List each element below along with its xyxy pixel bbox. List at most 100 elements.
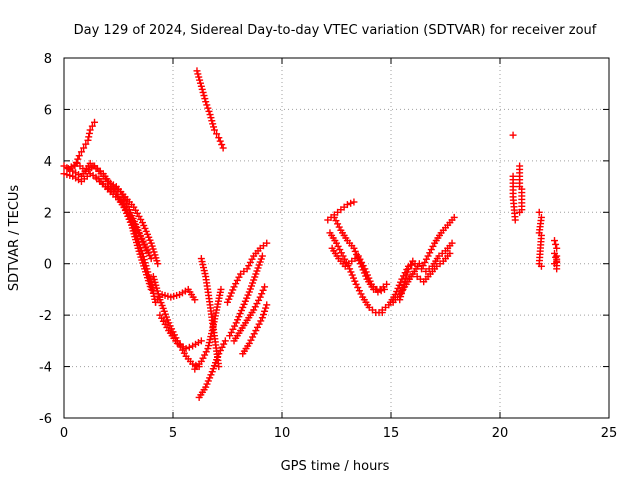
data-point <box>446 249 454 257</box>
data-point <box>85 133 93 141</box>
data-point <box>516 208 524 216</box>
data-point <box>427 246 435 254</box>
data-point <box>215 363 223 371</box>
data-point <box>202 348 210 356</box>
y-tick-label: 2 <box>44 206 52 221</box>
data-point <box>232 319 240 327</box>
x-tick-label: 0 <box>60 426 68 441</box>
data-point <box>241 297 249 305</box>
x-tick-label: 5 <box>169 426 177 441</box>
data-point <box>77 148 85 156</box>
data-point <box>233 276 241 284</box>
data-point <box>253 300 261 308</box>
data-point <box>143 265 151 273</box>
data-point <box>235 313 243 321</box>
data-point <box>356 260 364 268</box>
data-point <box>255 296 263 304</box>
data-point <box>334 220 342 228</box>
data-point <box>91 118 99 126</box>
data-point <box>403 271 411 279</box>
data-point <box>147 255 155 263</box>
data-point <box>250 330 258 338</box>
data-point <box>215 134 223 142</box>
data-point <box>229 286 237 294</box>
data-point <box>210 126 218 134</box>
data-point <box>82 140 90 148</box>
data-point <box>196 79 204 87</box>
y-tick-label: 8 <box>44 52 52 67</box>
data-point <box>205 107 213 115</box>
data-point <box>217 285 225 293</box>
y-axis-label: SDTVAR / TECUs <box>7 185 22 292</box>
data-point <box>203 380 211 388</box>
data-point <box>229 325 237 333</box>
data-point <box>252 327 260 335</box>
data-point <box>85 129 93 137</box>
data-point <box>234 316 242 324</box>
data-point <box>195 73 203 81</box>
data-point <box>360 269 368 277</box>
data-point <box>398 286 406 294</box>
data-point <box>239 303 247 311</box>
data-point <box>236 310 244 318</box>
data-point <box>206 374 214 382</box>
data-point <box>138 249 146 257</box>
x-tick-label: 25 <box>601 426 618 441</box>
data-point <box>261 283 269 291</box>
data-point <box>354 254 362 262</box>
data-point <box>207 114 215 122</box>
data-point <box>88 122 96 130</box>
data-point <box>197 82 205 90</box>
data-point <box>261 307 269 315</box>
data-point <box>145 274 153 282</box>
data-point <box>227 289 235 297</box>
data-point <box>395 281 403 289</box>
x-axis-label: GPS time / hours <box>281 459 390 474</box>
data-point <box>249 333 257 341</box>
data-point <box>257 317 265 325</box>
data-point <box>199 88 207 96</box>
data-point <box>208 117 216 125</box>
x-tick-label: 15 <box>383 426 400 441</box>
data-point <box>201 95 209 103</box>
data-point <box>204 377 212 385</box>
data-point <box>251 303 259 311</box>
data-point <box>404 268 412 276</box>
axis-ticks: 0 5 10 15 20 25 -6 -4 -2 0 2 4 6 8 <box>39 52 617 441</box>
x-tick-label: 10 <box>274 426 291 441</box>
data-point <box>146 277 154 285</box>
data-point <box>71 162 79 170</box>
data-point <box>80 144 88 152</box>
data-point <box>350 274 358 282</box>
data-point <box>358 263 366 271</box>
data-point <box>263 239 271 247</box>
data-point <box>396 296 404 304</box>
data-point <box>553 244 561 252</box>
data-point <box>350 198 358 206</box>
data-point <box>553 252 561 260</box>
data-point <box>213 130 221 138</box>
data-point <box>226 332 234 340</box>
data-point <box>263 301 271 309</box>
data-point <box>144 268 152 276</box>
data-point <box>354 284 362 291</box>
data-point <box>139 253 147 261</box>
x-tick-label: 20 <box>492 426 509 441</box>
data-point <box>552 240 560 248</box>
data-point <box>334 242 342 250</box>
data-point <box>355 287 363 295</box>
data-point <box>397 293 405 301</box>
data-point <box>218 343 226 351</box>
data-point <box>357 290 365 298</box>
data-point <box>448 239 456 247</box>
data-point <box>245 262 253 270</box>
data-point <box>247 336 255 344</box>
y-tick-label: 4 <box>44 155 52 170</box>
chart-title: Day 129 of 2024, Sidereal Day-to-day VTE… <box>74 23 597 38</box>
data-point <box>407 261 415 269</box>
data-point <box>422 255 430 263</box>
data-point <box>336 246 344 254</box>
data-point <box>353 250 361 258</box>
data-point <box>206 111 214 119</box>
data-point <box>192 361 200 369</box>
